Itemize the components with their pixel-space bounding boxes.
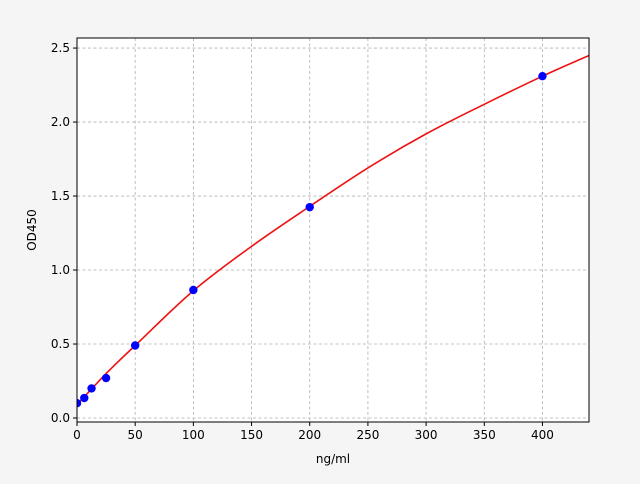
data-point [101,373,111,383]
grid [76,38,589,422]
x-tick-label: 400 [531,428,554,442]
y-axis: 0.0 0.5 1.0 1.5 2.0 2.5 [51,41,77,425]
data-point [538,71,547,81]
y-tick-label: 0.0 [51,411,70,425]
x-tick-label: 300 [415,428,438,442]
data-point [80,393,89,403]
x-tick-label: 200 [298,428,321,442]
plot-frame [76,37,590,423]
plot-area [77,38,589,422]
x-tick-label: 250 [356,428,379,442]
data-point [87,384,96,393]
y-tick-label: 1.0 [51,263,70,277]
x-axis: 0 50 100 150 200 250 300 350 400 [73,422,554,442]
data-point [305,202,314,212]
x-tick-label: 100 [182,428,205,442]
x-tick-label: 150 [240,428,263,442]
y-tick-label: 2.5 [51,41,70,55]
x-tick-label: 0 [73,428,81,442]
y-tick-label: 1.5 [51,189,70,203]
data-point [77,399,82,408]
data-point [189,285,198,295]
y-axis-label: OD450 [25,209,39,251]
data-points [77,71,547,408]
x-tick-label: 350 [473,428,496,442]
y-tick-label: 2.0 [51,115,70,129]
y-tick-label: 0.5 [51,337,70,351]
x-axis-label: ng/ml [316,452,350,466]
data-point [130,341,140,350]
x-tick-label: 50 [128,428,143,442]
